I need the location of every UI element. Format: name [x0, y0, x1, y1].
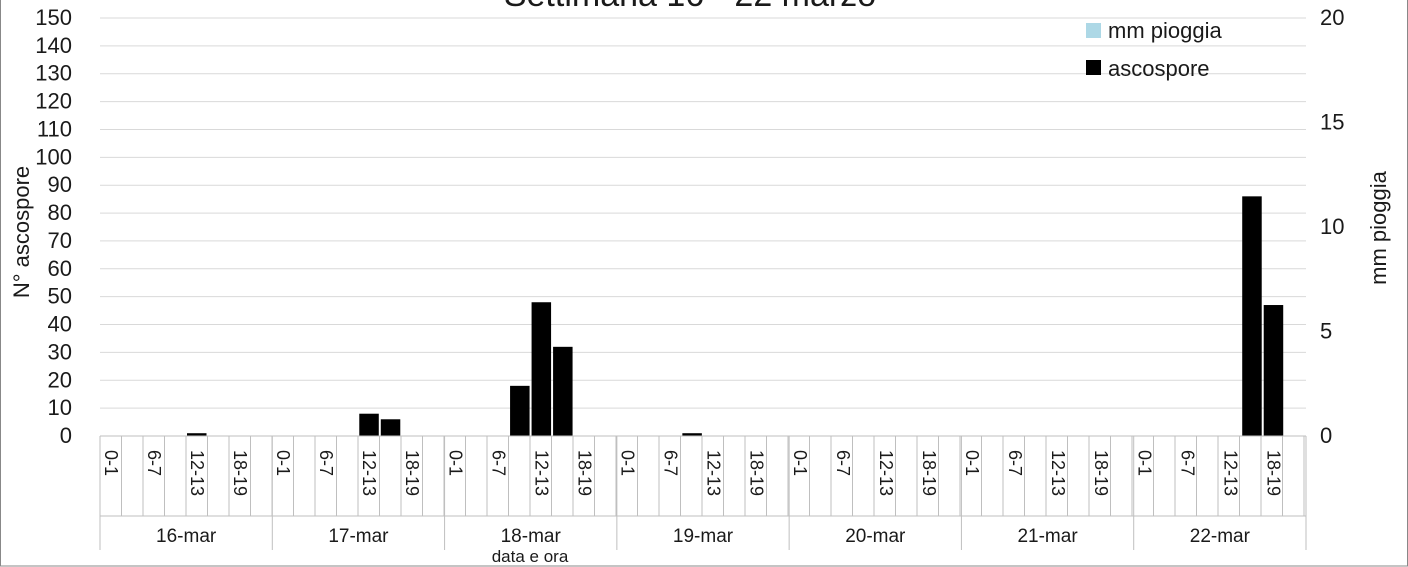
bar-ascospore: [1242, 196, 1262, 436]
legend-swatch-ascospore: [1086, 60, 1101, 75]
x-hour-label: 12-13: [531, 450, 551, 496]
y-right-tick-label: 10: [1320, 214, 1344, 239]
x-hour-label: 12-13: [1048, 450, 1068, 496]
x-hour-label: 18-19: [574, 450, 594, 496]
y-left-tick-label: 140: [35, 33, 72, 58]
y-left-tick-label: 50: [48, 284, 72, 309]
y-left-tick-label: 70: [48, 228, 72, 253]
y-left-tick-label: 40: [48, 312, 72, 337]
y-left-tick-label: 150: [35, 5, 72, 30]
y-right-tick-label: 20: [1320, 5, 1344, 30]
x-hour-label: 18-19: [402, 450, 422, 496]
y-left-tick-label: 120: [35, 89, 72, 114]
x-hour-label: 6-7: [833, 450, 853, 476]
legend: mm pioggia ascospore: [1086, 18, 1222, 81]
x-hour-label: 6-7: [144, 450, 164, 476]
legend-label-ascospore: ascospore: [1108, 56, 1210, 81]
x-hour-label: 12-13: [187, 450, 207, 496]
y-left-tick-label: 130: [35, 61, 72, 86]
x-day-label: 18-mar: [501, 526, 562, 547]
x-hour-label: 12-13: [876, 450, 896, 496]
y-right-tick-label: 15: [1320, 110, 1344, 135]
x-hour-label: 0-1: [445, 450, 465, 476]
bar-ascospore: [682, 433, 702, 436]
x-hour-label: 12-13: [1220, 450, 1240, 496]
x-hour-label: 6-7: [316, 450, 336, 476]
x-day-label: 17-mar: [328, 526, 389, 547]
x-hour-label: 6-7: [1005, 450, 1025, 476]
bar-ascospore: [553, 346, 573, 436]
y-right-tick-label: 5: [1320, 319, 1332, 344]
x-hour-label: 6-7: [1177, 450, 1197, 476]
bar-ascospore: [1263, 305, 1284, 436]
bars: [187, 196, 1284, 436]
x-hour-label: 12-13: [359, 450, 379, 496]
y-left-tick-label: 0: [60, 423, 72, 448]
x-hour-label: 18-19: [919, 450, 939, 496]
x-hour-label: 0-1: [1134, 450, 1154, 476]
x-day-label: 20-mar: [845, 526, 906, 547]
x-hour-label: 18-19: [1091, 450, 1111, 496]
y-axis-right-title: mm pioggia: [1366, 170, 1391, 284]
y-left-tick-label: 30: [48, 339, 72, 364]
y-left-tick-label: 10: [48, 395, 72, 420]
bar-ascospore: [187, 433, 207, 436]
y-left-tick-label: 90: [48, 172, 72, 197]
y-axis-right: 0 5 10 15 20: [1320, 5, 1344, 448]
y-axis-left-title: N° ascospore: [9, 166, 34, 298]
x-hour-label: 6-7: [661, 450, 681, 476]
x-hour-label: 18-19: [747, 450, 767, 496]
x-hour-label: 0-1: [962, 450, 982, 476]
x-hour-label: 0-1: [101, 450, 121, 476]
x-hour-label: 12-13: [704, 450, 724, 496]
x-axis-title: data e ora: [492, 547, 569, 566]
bar-ascospore: [510, 385, 530, 436]
x-day-label: 22-mar: [1190, 526, 1251, 547]
x-hour-label: 18-19: [230, 450, 250, 496]
chart-title: Settimana 16 - 22 marzo: [504, 0, 876, 14]
y-left-tick-label: 20: [48, 367, 72, 392]
y-left-tick-label: 110: [37, 116, 72, 141]
x-day-label: 16-mar: [156, 526, 217, 547]
y-left-tick-label: 100: [35, 144, 72, 169]
x-axis: 0-1 6-7 12-13 18-19 16-mar 0-1 6-7 12-13 18-19 17…: [99, 435, 1307, 550]
bar-ascospore: [359, 413, 379, 436]
y-left-tick-label: 80: [48, 200, 72, 225]
bar-ascospore: [380, 419, 401, 436]
x-day-label: 19-mar: [673, 526, 734, 547]
x-day-label: 21-mar: [1017, 526, 1078, 547]
gridlines: [100, 17, 1306, 409]
legend-label-rain: mm pioggia: [1108, 18, 1222, 43]
x-hour-label: 18-19: [1263, 450, 1283, 496]
x-hour-label: 0-1: [273, 450, 293, 476]
bar-ascospore: [531, 302, 552, 436]
y-left-tick-label: 60: [48, 256, 72, 281]
x-hour-label: 0-1: [618, 450, 638, 476]
y-right-tick-label: 0: [1320, 423, 1332, 448]
legend-swatch-rain: [1086, 23, 1101, 38]
x-hour-label: 0-1: [790, 450, 810, 476]
x-hour-label: 6-7: [488, 450, 508, 476]
